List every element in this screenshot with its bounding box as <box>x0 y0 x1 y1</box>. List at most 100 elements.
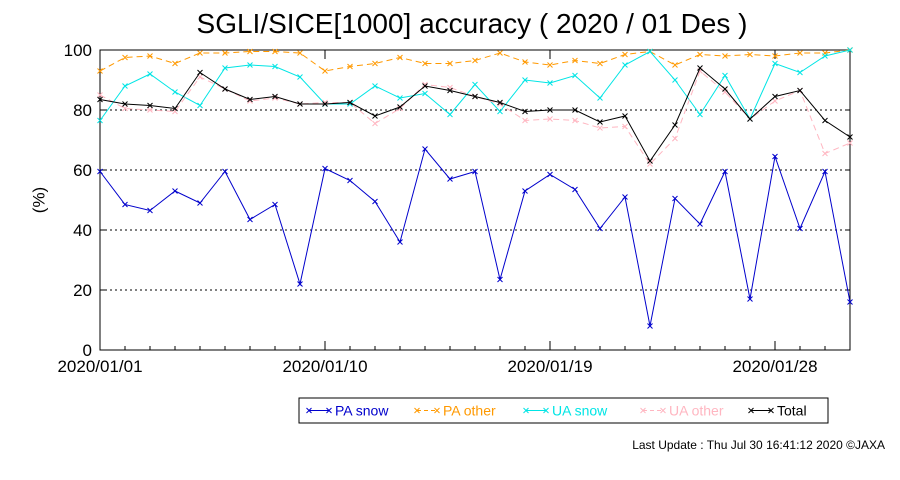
last-update-footer: Last Update : Thu Jul 30 16:41:12 2020 ©… <box>632 438 885 452</box>
data-point-ua-snow <box>522 77 528 83</box>
data-point-pa-snow <box>397 239 403 245</box>
data-point-pa-other <box>422 60 428 67</box>
data-point-pa-snow <box>797 225 803 232</box>
legend-marker <box>640 407 646 414</box>
data-point-total <box>647 158 653 164</box>
data-point-ua-snow <box>97 117 103 124</box>
data-point-total <box>247 96 253 103</box>
data-point-pa-other <box>397 54 403 61</box>
data-point-ua-snow <box>647 48 653 55</box>
data-point-pa-other <box>497 50 503 56</box>
legend-marker <box>414 407 420 414</box>
data-point-pa-snow <box>422 146 428 152</box>
data-point-pa-snow <box>697 221 703 227</box>
legend-label: UA other <box>669 403 724 419</box>
data-point-pa-snow <box>222 168 228 175</box>
data-point-pa-other <box>97 68 103 74</box>
data-point-ua-snow <box>447 111 453 118</box>
legend-marker <box>434 407 440 414</box>
data-point-ua-snow <box>422 90 428 97</box>
data-point-total <box>572 107 578 113</box>
data-point-ua-other <box>97 92 103 98</box>
data-point-ua-other <box>147 107 153 113</box>
data-point-pa-other <box>147 53 153 59</box>
y-tick-label: 40 <box>73 221 92 240</box>
data-point-pa-snow <box>522 188 528 194</box>
data-point-pa-snow <box>572 186 578 193</box>
legend-item-ua-snow: UA snow <box>523 403 608 419</box>
data-point-pa-other <box>447 60 453 67</box>
grid-lines <box>100 109 850 291</box>
data-point-pa-snow <box>497 276 503 283</box>
data-point-pa-other <box>272 48 278 55</box>
y-tick-label: 100 <box>64 41 92 60</box>
legend-label: UA snow <box>552 403 608 419</box>
y-tick-label: 60 <box>73 161 92 180</box>
data-point-total <box>347 99 353 106</box>
data-point-ua-other <box>547 116 553 122</box>
data-point-total <box>622 113 628 119</box>
legend-marker <box>768 407 774 414</box>
data-point-pa-other <box>797 50 803 56</box>
data-point-pa-other <box>522 59 528 65</box>
data-point-total <box>422 83 428 89</box>
y-tick-label: 20 <box>73 281 92 300</box>
data-point-pa-other <box>297 50 303 56</box>
series-line-total <box>99 67 851 162</box>
legend-marker <box>306 407 312 414</box>
data-point-pa-snow <box>272 201 278 208</box>
legend-label: PA snow <box>335 403 389 419</box>
x-tick-label: 2020/01/28 <box>732 357 817 376</box>
data-point-pa-other <box>347 63 353 70</box>
data-point-ua-snow <box>597 95 603 101</box>
series-pa-snow <box>97 146 853 329</box>
data-point-ua-other <box>122 105 128 112</box>
x-tick-label: 2020/01/10 <box>282 357 367 376</box>
data-point-total <box>597 119 603 125</box>
data-point-pa-snow <box>597 225 603 232</box>
data-point-pa-snow <box>172 188 178 194</box>
legend-marker <box>748 407 754 414</box>
chart-title: SGLI/SICE[1000] accuracy ( 2020 / 01 Des… <box>197 8 748 39</box>
data-point-total <box>547 107 553 113</box>
x-tick-label: 2020/01/19 <box>507 357 592 376</box>
data-point-total <box>122 101 128 107</box>
series-ua-snow <box>97 47 853 124</box>
data-point-ua-snow <box>122 83 128 89</box>
data-point-ua-snow <box>822 53 828 59</box>
x-tick-label: 2020/01/01 <box>57 357 142 376</box>
data-point-total <box>172 105 178 112</box>
data-point-pa-snow <box>547 171 553 178</box>
data-point-pa-other <box>172 60 178 67</box>
data-point-ua-snow <box>297 74 303 80</box>
data-point-pa-other <box>197 50 203 56</box>
data-point-total <box>147 102 153 109</box>
data-point-ua-other <box>822 150 828 157</box>
data-point-total <box>522 108 528 115</box>
legend-item-total: Total <box>748 403 807 419</box>
data-point-total <box>497 99 503 106</box>
data-point-ua-other <box>597 125 603 131</box>
data-point-total <box>297 101 303 107</box>
data-point-total <box>847 134 853 140</box>
data-point-pa-other <box>322 68 328 74</box>
legend-item-ua-other: UA other <box>640 403 724 419</box>
data-point-ua-other <box>847 140 853 146</box>
legend-marker <box>523 407 529 414</box>
data-point-pa-other <box>472 57 478 64</box>
data-point-pa-snow <box>347 177 353 184</box>
data-point-ua-other <box>622 123 628 130</box>
data-point-pa-snow <box>672 195 678 202</box>
y-axis: 0 20 40 60 80 100 <box>64 41 850 360</box>
legend-item-pa-other: PA other <box>414 403 496 419</box>
series-pa-other <box>97 47 853 74</box>
data-point-total <box>822 117 828 124</box>
data-point-pa-other <box>672 62 678 68</box>
data-point-pa-other <box>572 57 578 64</box>
data-point-ua-snow <box>372 83 378 89</box>
data-point-pa-snow <box>297 281 303 287</box>
data-point-ua-other <box>672 135 678 142</box>
data-point-ua-snow <box>497 108 503 115</box>
data-point-ua-other <box>772 98 778 104</box>
